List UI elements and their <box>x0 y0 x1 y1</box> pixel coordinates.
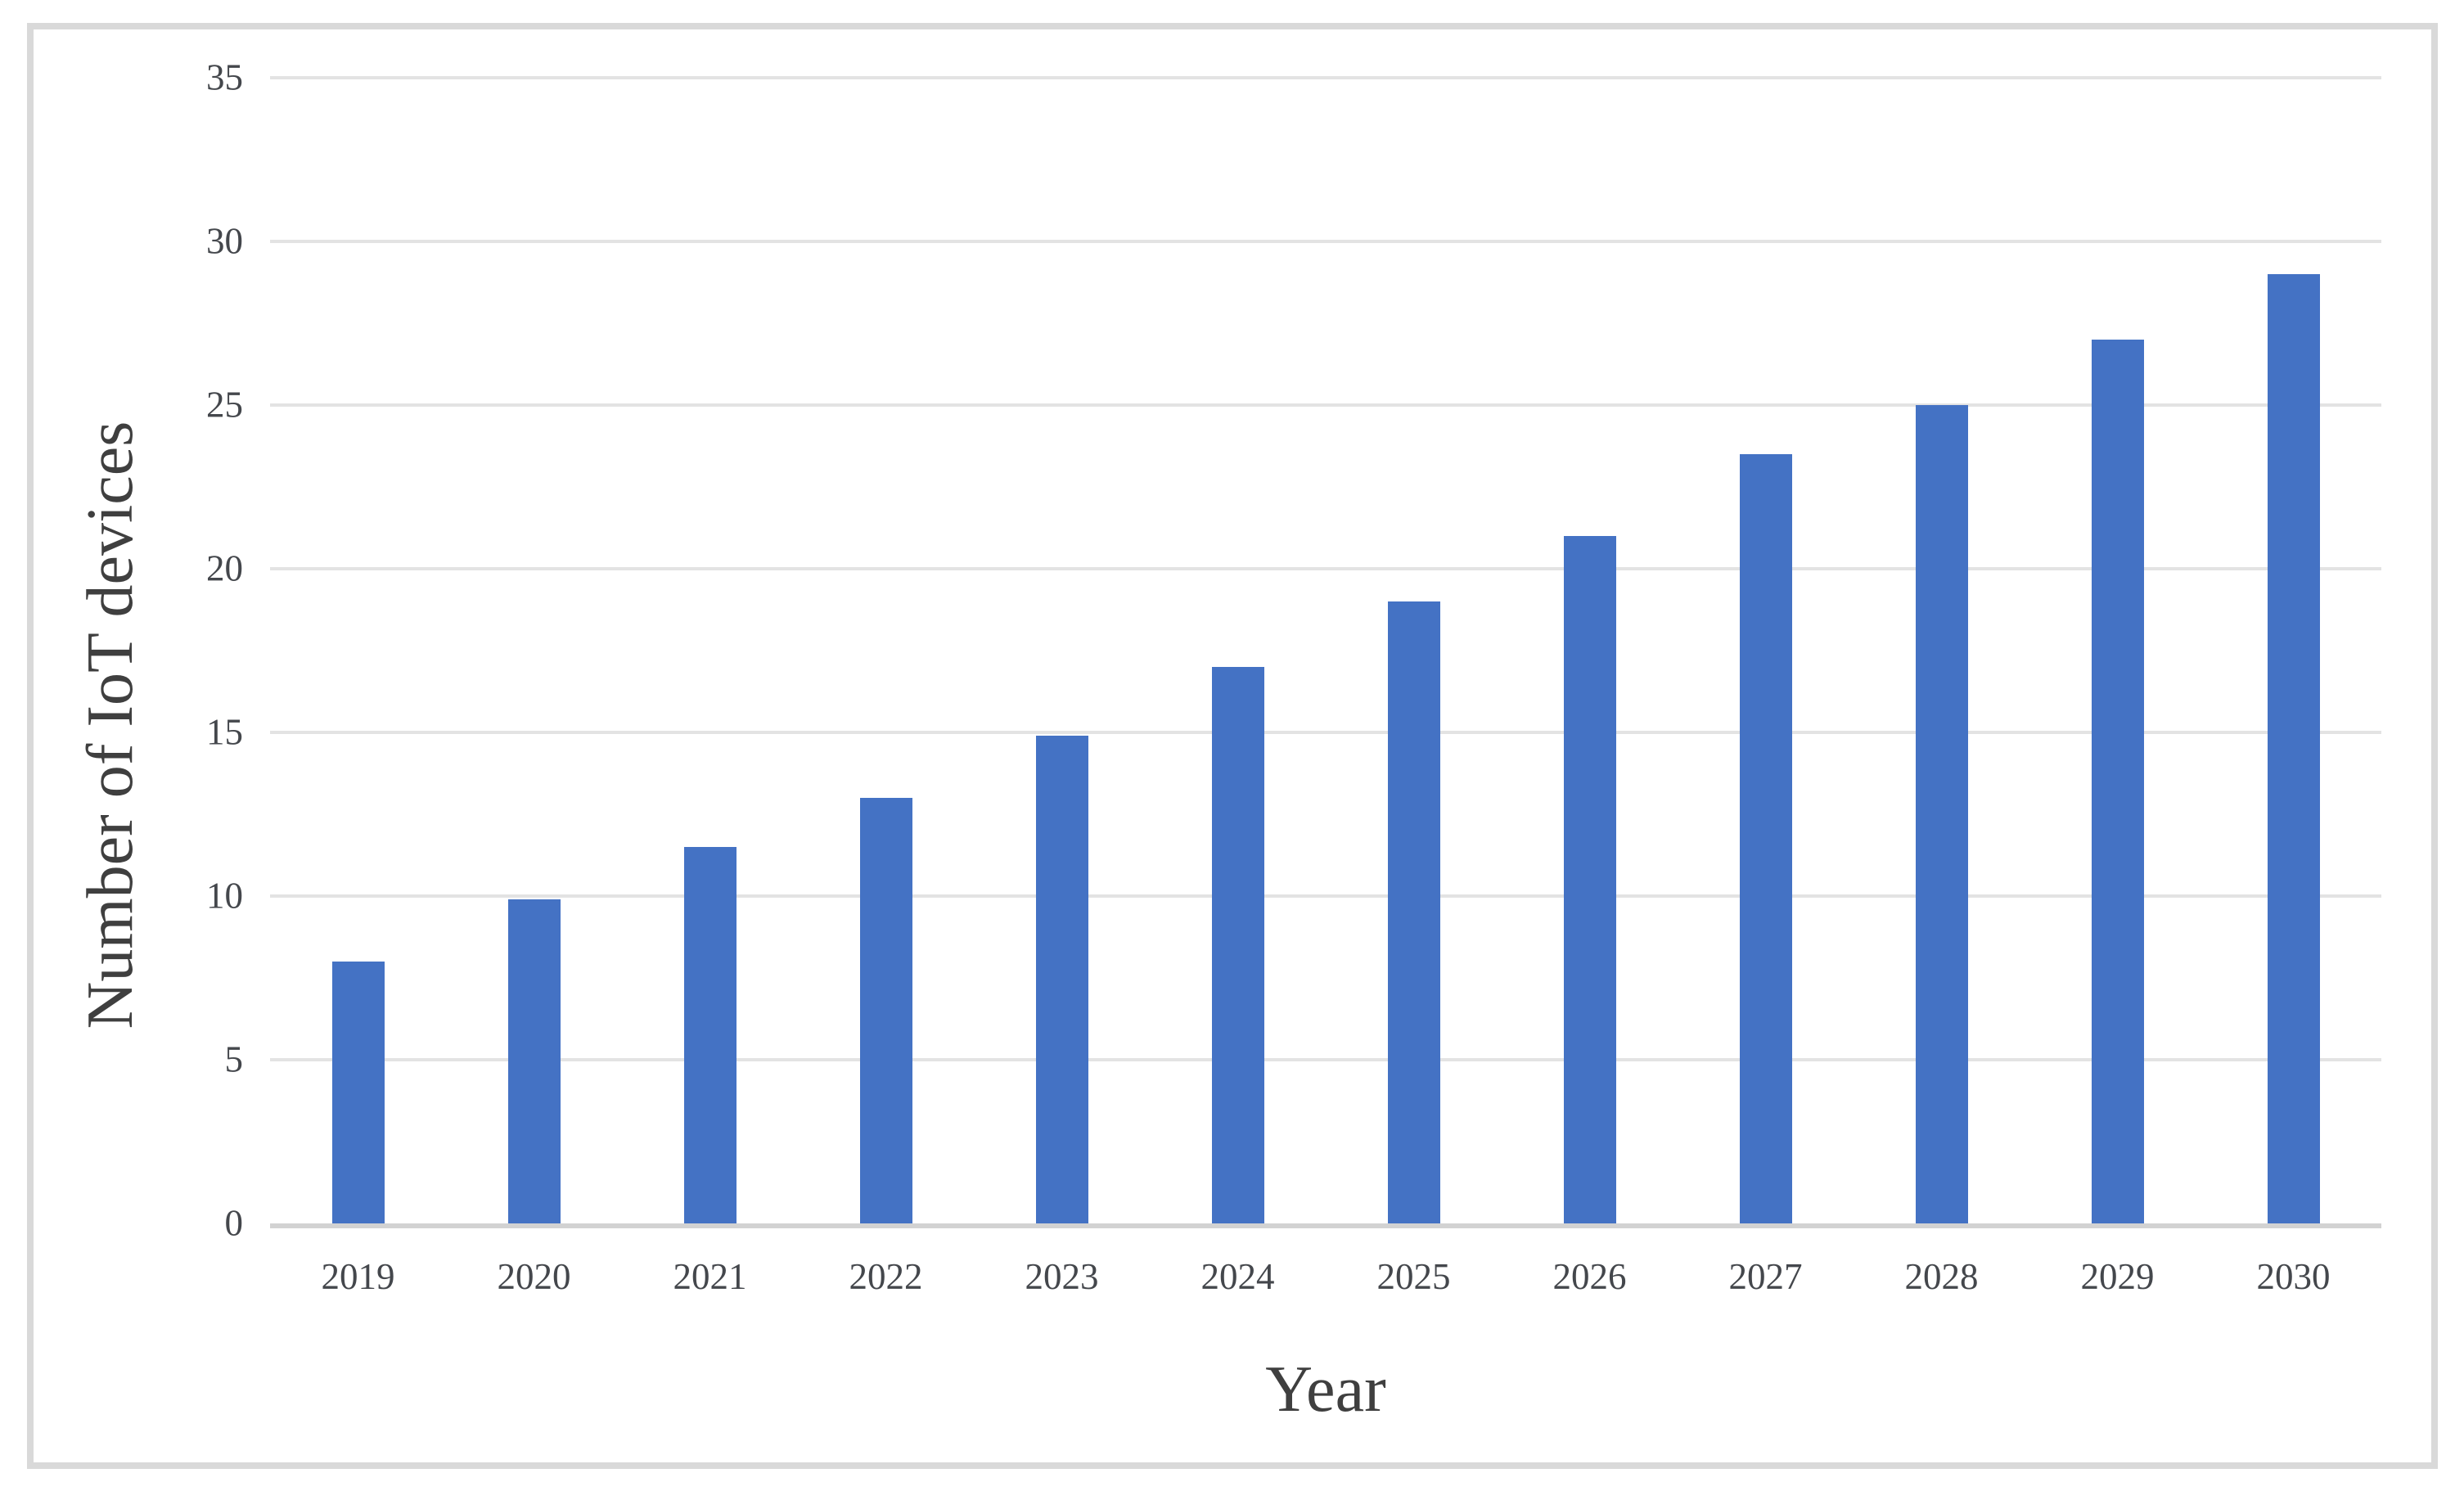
x-tick-label-2028: 2028 <box>1904 1256 1979 1297</box>
bar-2027 <box>1739 454 1792 1223</box>
y-tick-label-30: 30 <box>206 220 243 262</box>
bar-2024 <box>1211 667 1264 1223</box>
y-tick-label-20: 20 <box>206 547 243 589</box>
gridline-25 <box>270 403 2381 407</box>
y-tick-label-5: 5 <box>224 1038 244 1080</box>
x-tick-label-2027: 2027 <box>1728 1256 1803 1297</box>
gridline-30 <box>270 240 2381 243</box>
bar-2019 <box>331 962 385 1223</box>
bar-2028 <box>1915 405 1968 1223</box>
x-tick-label-2019: 2019 <box>321 1256 395 1297</box>
bar-2023 <box>1035 736 1088 1223</box>
gridline-20 <box>270 567 2381 570</box>
bar-2029 <box>2091 340 2144 1223</box>
gridline-10 <box>270 894 2381 898</box>
y-tick-label-35: 35 <box>206 56 243 98</box>
y-tick-label-0: 0 <box>224 1202 244 1244</box>
bar-2021 <box>683 847 736 1223</box>
y-tick-label-15: 15 <box>206 711 243 753</box>
bar-2020 <box>507 899 561 1223</box>
x-tick-label-2029: 2029 <box>2080 1256 2155 1297</box>
bar-2025 <box>1387 601 1440 1223</box>
y-tick-label-25: 25 <box>206 384 243 426</box>
bar-2022 <box>859 798 912 1223</box>
x-tick-label-2024: 2024 <box>1200 1256 1275 1297</box>
gridline-35 <box>270 76 2381 79</box>
x-tick-label-2020: 2020 <box>497 1256 571 1297</box>
gridline-0 <box>270 1223 2381 1228</box>
x-tick-label-2030: 2030 <box>2256 1256 2331 1297</box>
gridline-5 <box>270 1058 2381 1061</box>
bar-2030 <box>2267 274 2320 1223</box>
y-axis-title: Number of IoT devices <box>74 421 146 1029</box>
x-tick-label-2021: 2021 <box>673 1256 747 1297</box>
x-axis-title: Year <box>1265 1354 1386 1426</box>
x-tick-label-2023: 2023 <box>1025 1256 1099 1297</box>
y-tick-label-10: 10 <box>206 875 243 917</box>
bar-2026 <box>1563 536 1616 1223</box>
x-tick-label-2022: 2022 <box>849 1256 923 1297</box>
plot-area: 0 5 10 15 20 25 30 35 2019 2020 2021 2022 2023 2024 2… <box>206 59 2381 1297</box>
x-tick-label-2026: 2026 <box>1552 1256 1627 1297</box>
chart-figure: 0 5 10 15 20 25 30 35 2019 2020 2021 2022 2023 2024 2… <box>27 23 2438 1469</box>
gridline-15 <box>270 731 2381 734</box>
x-tick-label-2025: 2025 <box>1376 1256 1451 1297</box>
